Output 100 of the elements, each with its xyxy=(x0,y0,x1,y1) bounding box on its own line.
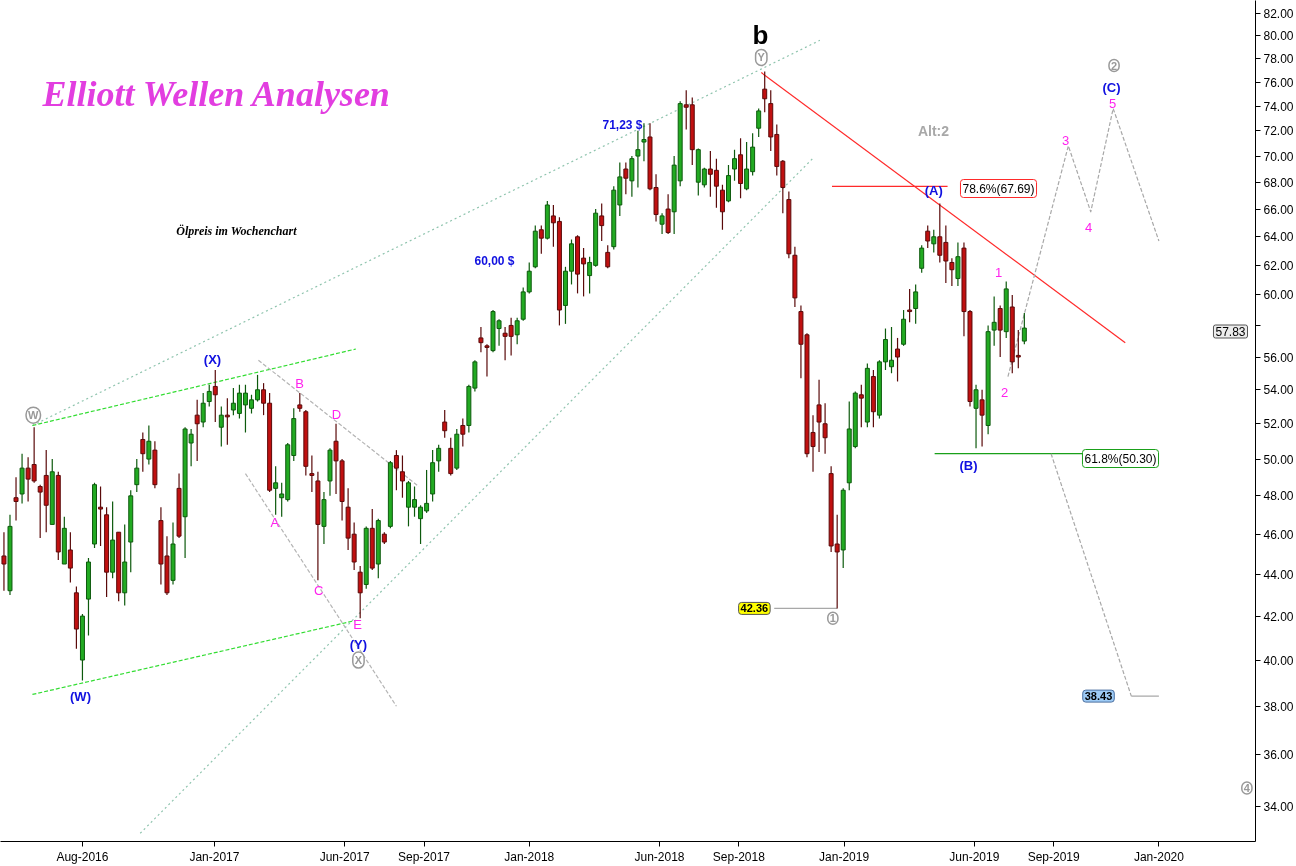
annotation: (Y) xyxy=(349,636,368,652)
annotation: 3 xyxy=(1061,133,1070,148)
candlestick xyxy=(460,417,466,448)
candlestick xyxy=(913,283,919,325)
x-tick-label: Jan-2019 xyxy=(819,849,870,864)
y-tick-label: 80.00 xyxy=(1263,29,1294,44)
annotation: (A) xyxy=(924,182,943,198)
x-tick-label: Jan-2017 xyxy=(189,849,240,864)
candlestick xyxy=(194,399,200,462)
candlestick xyxy=(140,431,146,473)
annotation: 1 xyxy=(994,265,1003,280)
annotation: 57.83 xyxy=(1215,325,1246,339)
y-tick-label: 76.00 xyxy=(1263,75,1294,90)
annotation: (B) xyxy=(959,458,978,473)
annotation: b xyxy=(752,19,769,50)
annotation: B xyxy=(295,376,304,391)
y-tick-label: 44.00 xyxy=(1263,567,1294,582)
annotation: A xyxy=(270,515,280,530)
y-tick-label: 36.00 xyxy=(1263,748,1294,763)
candlestick xyxy=(436,444,442,473)
annotation: (W) xyxy=(70,689,91,704)
candlestick xyxy=(206,384,212,408)
annotation: 2 xyxy=(1110,59,1118,72)
y-tick-label: 56.00 xyxy=(1263,350,1294,365)
candlestick xyxy=(858,384,864,428)
annotation: (C) xyxy=(1102,80,1121,95)
candlestick xyxy=(1,531,7,592)
candlestick xyxy=(514,317,520,345)
annotation: 2 xyxy=(1000,385,1009,400)
annotation: 71,23 $ xyxy=(602,117,643,132)
x-tick-label: Jan-2020 xyxy=(1133,849,1185,864)
candlestick xyxy=(665,193,671,235)
candlestick xyxy=(973,384,979,449)
candlestick xyxy=(67,531,73,584)
annotation: 78.6%(67.69) xyxy=(962,181,1035,196)
candlestick xyxy=(98,485,104,547)
annotation: Alt:2 xyxy=(917,122,950,139)
candlestick xyxy=(1021,312,1027,345)
text: Ölpreis im Wochenchart xyxy=(176,223,298,238)
annotation: C xyxy=(314,583,324,599)
x-tick-label: Jan-2018 xyxy=(504,849,555,864)
x-tick-label: Jun-2017 xyxy=(319,849,370,864)
y-tick-label: 46.00 xyxy=(1263,527,1294,542)
y-tick-label: 60.00 xyxy=(1263,288,1294,303)
annotation: 60,00 $ xyxy=(474,253,515,268)
candlestick xyxy=(623,161,629,195)
candlestick xyxy=(599,203,605,242)
candlestick xyxy=(357,565,363,619)
x-tick-label: Sep-2017 xyxy=(397,849,451,864)
candlestick xyxy=(635,130,641,189)
y-tick-label: 52.00 xyxy=(1263,417,1294,432)
annotation: X xyxy=(354,654,363,667)
y-tick-label: 82.00 xyxy=(1263,7,1294,22)
candlestick xyxy=(955,241,961,287)
candlestick xyxy=(907,288,913,323)
candlestick xyxy=(200,392,206,428)
candlestick xyxy=(919,244,925,274)
annotation: D xyxy=(331,407,342,422)
candlestick xyxy=(297,392,303,413)
x-tick-label: Sep-2018 xyxy=(712,849,766,864)
text: Elliott Wellen Analysen xyxy=(41,73,390,114)
y-tick-label: 48.00 xyxy=(1263,489,1294,504)
y-tick-label: 66.00 xyxy=(1263,202,1294,217)
candlestick xyxy=(273,465,279,516)
candlestick xyxy=(732,149,738,182)
annotation: 1 xyxy=(829,612,836,625)
candlestick xyxy=(659,212,665,235)
x-tick-label: Jun-2019 xyxy=(949,849,1000,864)
candlestick xyxy=(146,424,152,466)
y-tick-label: 50.00 xyxy=(1263,452,1294,467)
candlestick xyxy=(629,155,635,198)
candlestick xyxy=(393,449,399,491)
y-tick-label: 62.00 xyxy=(1263,258,1294,273)
candlestick xyxy=(484,343,490,378)
candlestick xyxy=(442,409,448,439)
y-tick-label: 34.00 xyxy=(1263,799,1294,814)
candlestick xyxy=(13,476,19,522)
y-tick-label: 68.00 xyxy=(1263,175,1294,190)
x-tick-label: Sep-2019 xyxy=(1027,849,1081,864)
candlestick xyxy=(218,406,224,448)
annotation: 61.8%(50.30) xyxy=(1084,451,1157,466)
candlestick xyxy=(822,402,828,455)
annotation: Y xyxy=(757,51,766,64)
candlestick xyxy=(309,454,315,493)
y-tick-label: 40.00 xyxy=(1263,653,1294,668)
candlestick xyxy=(212,369,218,423)
candlestick xyxy=(949,257,955,287)
candlestick xyxy=(931,229,937,253)
candlestick xyxy=(762,70,768,113)
x-tick-label: Jun-2018 xyxy=(634,849,685,864)
annotation: 4 xyxy=(1243,782,1251,795)
candlestick xyxy=(538,224,544,255)
y-tick-label: 42.00 xyxy=(1263,609,1294,624)
candlestick xyxy=(925,224,931,249)
x-tick-label: Aug-2016 xyxy=(56,849,109,864)
annotation: 42.36 xyxy=(740,602,769,615)
candlestick xyxy=(605,244,611,269)
candlestick xyxy=(979,389,985,448)
y-tick-label: 72.00 xyxy=(1263,124,1294,139)
candlestick xyxy=(991,295,997,347)
